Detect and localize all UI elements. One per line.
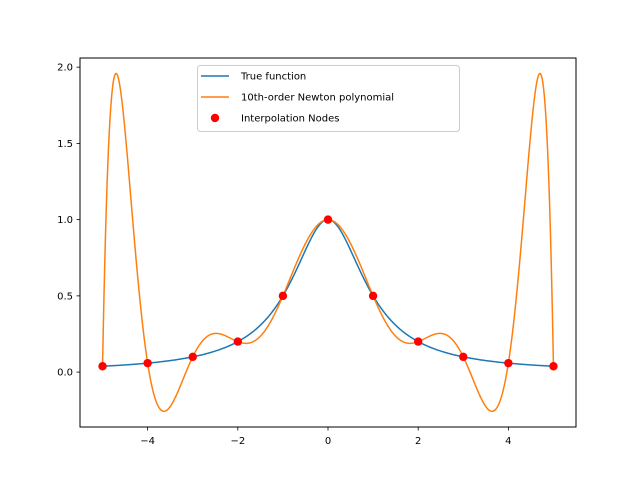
interpolation-node-point bbox=[459, 352, 468, 362]
interpolation-node-point bbox=[504, 358, 513, 368]
x-tick-label: 4 bbox=[505, 436, 511, 447]
interpolation-node-point bbox=[98, 362, 107, 371]
x-tick-label: 2 bbox=[415, 436, 421, 447]
x-tick-label: −4 bbox=[140, 436, 155, 447]
interpolation-node-point bbox=[413, 337, 423, 346]
interpolation-node-point bbox=[368, 291, 378, 301]
plot-markers bbox=[98, 215, 558, 371]
interpolation-node-point bbox=[143, 358, 152, 368]
legend-marker-swatch bbox=[210, 113, 220, 123]
interpolation-node-point bbox=[278, 291, 288, 301]
x-axis-ticks: −4 −2 0 2 4 bbox=[140, 427, 512, 447]
legend-box bbox=[197, 65, 460, 132]
interpolation-node-point bbox=[549, 362, 558, 371]
interpolation-node-point bbox=[323, 215, 333, 224]
legend-label: True function bbox=[240, 72, 306, 83]
y-tick-label: 2.0 bbox=[57, 63, 73, 74]
legend-label: Interpolation Nodes bbox=[241, 114, 340, 125]
x-tick-label: −2 bbox=[230, 436, 245, 447]
x-tick-label: 0 bbox=[325, 436, 331, 447]
interpolation-node-point bbox=[188, 352, 197, 362]
legend-label: 10th-order Newton polynomial bbox=[241, 93, 394, 104]
interpolation-node-point bbox=[233, 337, 243, 346]
legend-entries: True function 10th-order Newton polynomia… bbox=[201, 72, 394, 125]
y-tick-label: 0.0 bbox=[57, 368, 73, 379]
y-tick-label: 1.5 bbox=[57, 139, 73, 150]
y-tick-label: 1.0 bbox=[57, 215, 73, 226]
y-tick-label: 0.5 bbox=[57, 291, 73, 302]
legend: True function 10th-order Newton polynomia… bbox=[197, 65, 460, 132]
y-axis-ticks: 0.0 0.5 1.0 1.5 2.0 bbox=[57, 63, 80, 379]
